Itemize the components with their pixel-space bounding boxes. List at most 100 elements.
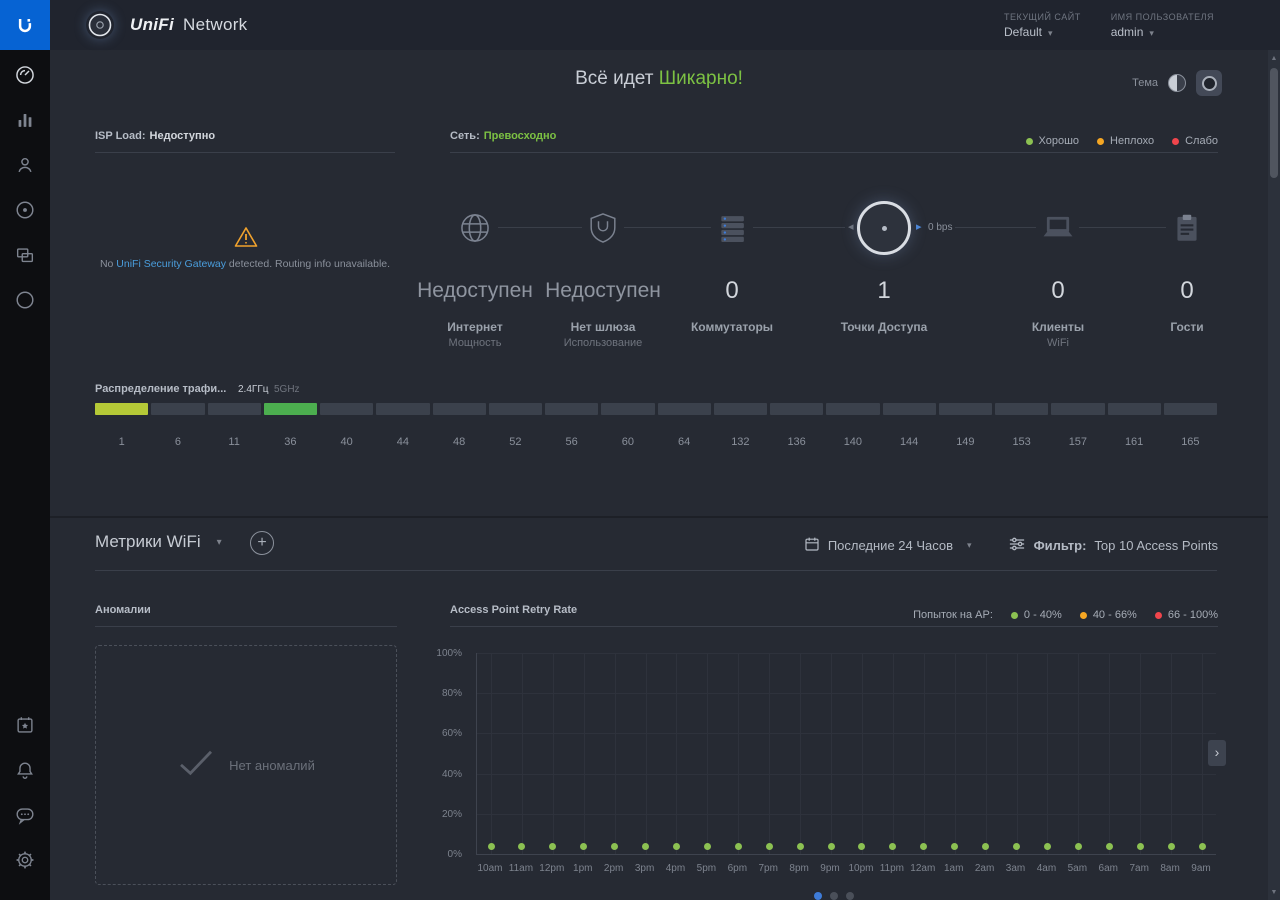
- app-brand: UniFi Network: [86, 11, 247, 39]
- person-icon: [14, 154, 36, 181]
- scroll-down-icon[interactable]: ▼: [1270, 888, 1278, 896]
- sidebar-item-alerts[interactable]: [0, 750, 50, 795]
- pager-dot-1[interactable]: [814, 892, 822, 900]
- channel-labels: 1 6 11 36 40 44 48 52 56 60 64 132 136 140 144 149 153 15…: [95, 436, 1217, 448]
- mid-dot-icon: [1079, 611, 1087, 619]
- network-panel-header: Сеть: Превосходно Хорошо Неплохо Слабо: [450, 130, 1218, 153]
- channel-label-161: 161: [1124, 436, 1144, 448]
- clients-sublabel: WiFi: [1047, 337, 1069, 349]
- retry-rate-point: [611, 843, 619, 850]
- retry-rate-point: [549, 843, 557, 850]
- gridline-h: [477, 733, 1216, 735]
- channel-segment-6: [151, 403, 205, 415]
- wifi-metrics-dropdown[interactable]: Метрики WiFi ▾: [95, 532, 222, 552]
- channel-segment-153: [995, 403, 1049, 415]
- pager-dot-2[interactable]: [830, 892, 838, 900]
- brand-network: Network: [183, 15, 248, 34]
- channel-label-136: 136: [787, 436, 806, 448]
- isp-load-panel-header: ISP Load: Недоступно: [95, 130, 395, 153]
- band-tab-2g[interactable]: 2.4ГГц: [238, 384, 269, 395]
- carousel-next-button[interactable]: ›: [1208, 740, 1226, 766]
- stat-gateway[interactable]: Недоступен Нет шлюза Использование: [538, 200, 668, 349]
- retry-rate-point: [642, 843, 650, 850]
- filter-selector[interactable]: Фильтр: Top 10 Access Points: [1008, 536, 1218, 555]
- site-selector[interactable]: ТЕКУЩИЙ САЙТ Default ▾: [1004, 12, 1081, 39]
- metrics-controls: Последние 24 Часов ▾ Фильтр: Top 10 Acce…: [804, 536, 1218, 555]
- throughput-value: 0 bps: [928, 222, 953, 233]
- retry-rate-point: [703, 843, 711, 850]
- gridline-v: [985, 653, 987, 854]
- retry-rate-point: [1013, 843, 1021, 850]
- clients-label: Клиенты: [1031, 320, 1085, 334]
- retry-rate-point: [1043, 843, 1051, 850]
- gridline-v: [954, 653, 956, 854]
- scroll-up-icon[interactable]: ▲: [1270, 54, 1278, 62]
- retry-legend-label: Попыток на AP:: [913, 609, 993, 621]
- channel-label-149: 149: [956, 436, 975, 448]
- pager-dot-3[interactable]: [846, 892, 854, 900]
- network-label: Сеть:: [450, 130, 480, 142]
- retry-rate-legend: Попыток на AP: 0 - 40% 40 - 66% 66 - 100…: [913, 604, 1218, 626]
- isp-load-value: Недоступно: [149, 130, 216, 142]
- add-metric-button[interactable]: +: [250, 531, 274, 555]
- stat-internet[interactable]: Недоступен Интернет Мощность: [410, 200, 540, 349]
- chevron-down-icon: ▾: [1048, 27, 1053, 38]
- anomalies-title: Аномалии: [95, 604, 151, 616]
- unifi-logo[interactable]: [0, 0, 50, 50]
- sidebar-item-chat[interactable]: [0, 795, 50, 840]
- bell-icon: [14, 759, 36, 786]
- wifi-metrics-title: Метрики WiFi: [95, 532, 201, 551]
- checkmark-icon: [177, 748, 215, 783]
- stat-switches[interactable]: 0 Коммутаторы: [667, 200, 797, 337]
- retry-legend-high: 66 - 100%: [1154, 604, 1218, 626]
- retry-rate-x-axis: 10am 11am 12pm 1pm 2pm 3pm 4pm 5pm 6pm 7pm 8pm 9pm 1…: [476, 863, 1216, 877]
- sidebar-item-topology[interactable]: [0, 235, 50, 280]
- sidebar-item-dashboard[interactable]: [0, 55, 50, 100]
- light-theme-button[interactable]: [1168, 74, 1186, 92]
- stat-guests[interactable]: 0 Гости: [1122, 200, 1252, 337]
- scrollbar-thumb[interactable]: [1270, 68, 1278, 178]
- good-dot-icon: [1025, 137, 1033, 145]
- time-range-selector[interactable]: Последние 24 Часов ▾: [804, 536, 972, 555]
- sidebar-item-clients[interactable]: [0, 145, 50, 190]
- dark-theme-button[interactable]: [1196, 70, 1222, 96]
- channel-segment-36: [263, 403, 317, 415]
- channel-segment-64: [657, 403, 711, 415]
- gridline-h: [477, 773, 1216, 775]
- retry-rate-plot: [476, 653, 1216, 855]
- x-tick-label: 4am: [1036, 863, 1057, 874]
- channel-label-56: 56: [565, 436, 578, 448]
- sidebar-item-devices[interactable]: [0, 190, 50, 235]
- switches-label: Коммутаторы: [690, 320, 774, 334]
- sidebar-item-settings[interactable]: [0, 840, 50, 885]
- stat-clients[interactable]: 0 Клиенты WiFi: [993, 200, 1123, 349]
- y-tick-label: 0%: [447, 849, 462, 860]
- vertical-scrollbar[interactable]: ▲ ▼: [1268, 50, 1280, 900]
- band-tab-5g[interactable]: 5GHz: [274, 384, 300, 395]
- retry-rate-panel-header: Access Point Retry Rate Попыток на AP: 0…: [450, 604, 1218, 627]
- channel-segment-140: [826, 403, 880, 415]
- sidebar-item-events[interactable]: [0, 705, 50, 750]
- high-dot-icon: [1154, 611, 1162, 619]
- sidebar-item-statistics[interactable]: [0, 100, 50, 145]
- dashboard-content: Всё идет Шикарно! Тема ISP Load: Недоступ…: [50, 50, 1268, 900]
- channel-label-157: 157: [1068, 436, 1088, 448]
- x-tick-label: 6am: [1098, 863, 1118, 874]
- screens-icon: [14, 244, 36, 271]
- retry-rate-point: [580, 843, 588, 850]
- theme-label: Тема: [1132, 77, 1158, 89]
- x-tick-label: 9am: [1191, 863, 1211, 874]
- gridline-v: [1047, 653, 1049, 854]
- security-gateway-link[interactable]: UniFi Security Gateway: [116, 258, 226, 270]
- stat-access-points[interactable]: 1 Точки Доступа: [819, 200, 949, 337]
- connector-line: [624, 227, 711, 228]
- user-menu[interactable]: ИМЯ ПОЛЬЗОВАТЕЛЯ admin ▾: [1111, 12, 1214, 39]
- channel-segment-136: [770, 403, 824, 415]
- guests-count: 0: [1180, 277, 1194, 304]
- sidebar-item-insights[interactable]: [0, 280, 50, 325]
- x-tick-label: 5am: [1067, 863, 1088, 874]
- gridline-v: [676, 653, 678, 854]
- channel-segment-48: [432, 403, 486, 415]
- gridline-h: [477, 693, 1216, 695]
